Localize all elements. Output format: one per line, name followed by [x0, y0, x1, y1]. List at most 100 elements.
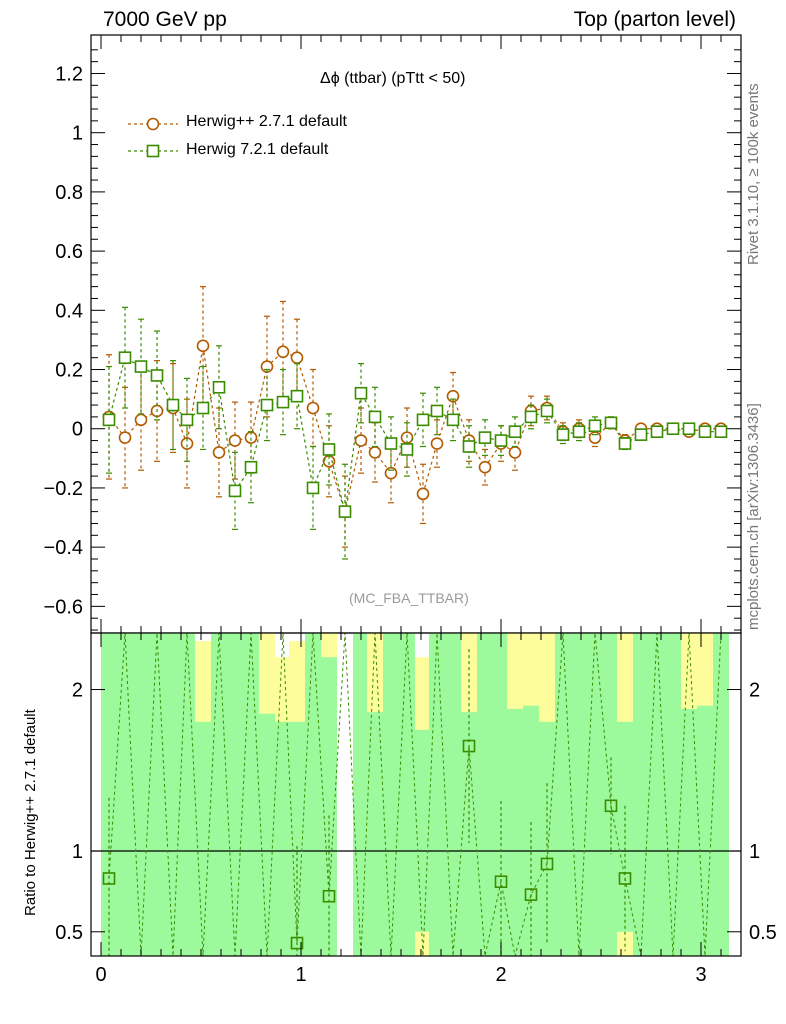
- ratio-band-green: [587, 633, 603, 956]
- herwigpp-point: [196, 339, 210, 353]
- plot-title: Δϕ (ttbar) (pTtt < 50): [320, 70, 466, 87]
- main-y-tick-label: 0.8: [55, 182, 83, 204]
- herwig7-point: [354, 386, 368, 400]
- herwig7-point: [604, 416, 618, 430]
- herwig7-point: [494, 434, 508, 447]
- main-axis-ticks: [91, 35, 741, 633]
- main-y-tick-label: 1: [72, 123, 83, 145]
- ratio-y-tick-label: 2: [72, 680, 83, 702]
- herwig7-point: [572, 425, 586, 438]
- herwig7-point: [698, 425, 712, 438]
- header-left-label: 7000 GeV pp: [103, 8, 227, 31]
- herwig7-point: [508, 425, 522, 438]
- herwig7-point: [524, 410, 538, 424]
- ratio-herwig7-point: [102, 872, 116, 885]
- herwigpp-point: [276, 345, 290, 359]
- ratio-axis-ticks: [91, 633, 741, 956]
- ratio-herwig7-point: [462, 739, 476, 753]
- herwigpp-point: [212, 446, 226, 459]
- ratio-y-tick-label-right: 0.5: [749, 922, 777, 944]
- herwigpp-line: [108, 345, 721, 514]
- ratio-band-green: [211, 633, 227, 956]
- herwigpp-point: [430, 437, 444, 450]
- herwig7-point: [714, 425, 728, 438]
- ratio-band-green: [149, 633, 165, 956]
- ratio-panel: 2 2 1 1 0.5 0.5 0 1 2 3: [55, 632, 777, 986]
- ratio-herwig7-point: [290, 936, 304, 950]
- analysis-watermark: (MC_FBA_TTBAR): [349, 590, 469, 606]
- herwig7-point: [180, 413, 194, 427]
- herwigpp-point: [290, 351, 304, 364]
- ratio-band-green: [367, 712, 383, 956]
- legend-entry-herwig7: Herwig 7.2.1 default: [186, 141, 329, 158]
- ratio-band-green: [195, 721, 211, 956]
- herwig7-point: [446, 413, 460, 427]
- ratio-band-green: [477, 633, 493, 956]
- herwig7-point: [290, 389, 304, 403]
- ratio-band-green: [649, 633, 665, 956]
- herwig7-point: [196, 401, 210, 415]
- main-y-tick-label: −0.4: [44, 537, 83, 559]
- herwigpp-point: [508, 446, 522, 459]
- ratio-herwig7-point: [618, 872, 632, 885]
- ratio-band-green: [507, 708, 523, 956]
- legend-marker-herwig7: [146, 144, 160, 158]
- header-right-label: Top (parton level): [573, 8, 736, 31]
- main-y-tick-label: 0: [72, 419, 83, 441]
- herwigpp-point: [228, 434, 242, 447]
- herwig7-point: [588, 419, 602, 433]
- main-y-tick-label: 1.2: [55, 63, 83, 85]
- ratio-band-green: [101, 633, 117, 956]
- rivet-version-label: Rivet 3.1.10, ≥ 100k events: [745, 83, 762, 265]
- herwig7-point: [400, 443, 414, 456]
- ratio-herwig7-point: [322, 889, 336, 903]
- ratio-band-green: [289, 721, 305, 956]
- herwig7-point: [244, 460, 258, 474]
- herwigpp-point: [416, 487, 430, 501]
- herwig7-point: [322, 443, 336, 456]
- main-panel: 1.2 1 0.8 0.6 0.4 0.2 0 −0.2 −0.4 −0.6: [44, 34, 742, 634]
- herwig7-point: [416, 413, 430, 427]
- ratio-band-green: [275, 721, 291, 956]
- ratio-band-green: [243, 633, 259, 956]
- ratio-band-green: [259, 713, 275, 956]
- ratio-band-green: [713, 633, 729, 956]
- ratio-band-green: [681, 708, 697, 956]
- herwig7-point: [682, 422, 696, 436]
- ratio-y-tick-label: 0.5: [55, 922, 83, 944]
- ratio-band-green: [697, 705, 713, 956]
- main-y-tick-label: 0.2: [55, 360, 83, 382]
- herwig7-point: [650, 425, 664, 438]
- ratio-band-green: [353, 633, 369, 956]
- ratio-band-green: [555, 633, 571, 956]
- ratio-band-green: [383, 633, 399, 956]
- ratio-y-tick-label-right: 2: [749, 680, 760, 702]
- ratio-band-green: [461, 712, 477, 956]
- x-tick-label: 3: [695, 964, 706, 986]
- herwig7-point: [150, 369, 164, 382]
- herwig7-point: [618, 437, 632, 450]
- ratio-band-green: [493, 633, 509, 956]
- legend-markers: [128, 117, 178, 158]
- ratio-band-green: [415, 729, 431, 932]
- ratio-herwig7-point: [494, 875, 508, 889]
- herwig7-point: [306, 481, 320, 495]
- ratio-y-tick-label-right: 1: [749, 841, 760, 863]
- herwigpp-point: [384, 466, 398, 480]
- herwig7-point: [634, 428, 648, 441]
- ratio-band-green: [305, 633, 321, 956]
- herwigpp-point: [354, 434, 368, 447]
- ratio-herwig7-point: [524, 888, 538, 901]
- herwigpp-point: [478, 460, 492, 474]
- herwig7-point: [260, 398, 274, 412]
- main-y-tick-label: 0.4: [55, 300, 83, 322]
- ratio-band-green: [445, 633, 461, 956]
- herwig7-point: [212, 380, 226, 394]
- herwig7-point: [118, 351, 132, 364]
- herwig7-point: [556, 428, 570, 441]
- herwig7-point: [368, 410, 382, 424]
- herwig7-point: [166, 398, 180, 412]
- main-y-tick-labels: 1.2 1 0.8 0.6 0.4 0.2 0 −0.2 −0.4 −0.6: [44, 63, 83, 618]
- ratio-band-green: [117, 633, 133, 956]
